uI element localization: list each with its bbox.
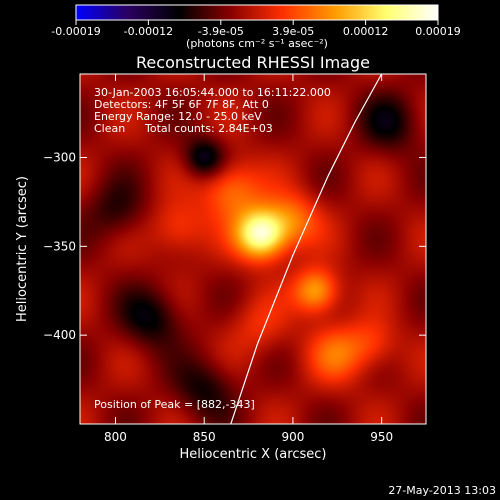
peak-position-annotation: Position of Peak = [882,-343] — [94, 398, 255, 411]
colorbar-tick-label: 0.00012 — [343, 25, 389, 38]
x-tick-label: 850 — [193, 430, 216, 444]
clean-annotation: Clean — [94, 122, 125, 135]
heatmap — [80, 74, 426, 424]
y-tick-label: −400 — [43, 328, 76, 342]
colorbar-unit-label: (photons cm⁻² s⁻¹ asec⁻²) — [186, 37, 328, 50]
x-tick-label: 900 — [281, 430, 304, 444]
solar-limb-line — [230, 74, 383, 424]
y-axis-label: Heliocentric Y (arcsec) — [15, 176, 30, 322]
colorbar — [75, 4, 439, 21]
total-counts-annotation: Total counts: 2.84E+03 — [144, 122, 273, 135]
time-range-annotation: 30-Jan-2003 16:05:44.000 to 16:11:22.000 — [94, 86, 331, 99]
detectors-annotation: Detectors: 4F 5F 6F 7F 8F, Att 0 — [94, 98, 269, 111]
colorbar-tick-label: -3.9e-05 — [198, 25, 244, 38]
x-axis-label: Heliocentric X (arcsec) — [180, 447, 327, 462]
colorbar-tick-label: -0.00012 — [124, 25, 173, 38]
heatmap-image — [80, 74, 426, 424]
y-tick-label: −300 — [43, 151, 76, 165]
x-tick-label: 950 — [370, 430, 393, 444]
x-tick-label: 800 — [104, 430, 127, 444]
energy-range-annotation: Energy Range: 12.0 - 25.0 keV — [94, 110, 262, 123]
chart-title: Reconstructed RHESSI Image — [136, 53, 370, 72]
colorbar-tick-label: -0.00019 — [51, 25, 100, 38]
axis-ticks: 800 850 900 950 −300 −350 −400 — [43, 74, 426, 444]
footer-timestamp: 27-May-2013 13:03 — [388, 484, 496, 497]
plot-frame — [79, 73, 427, 425]
colorbar-ticks: -0.00019 -0.00012 -3.9e-05 3.9e-05 0.00012 0.… — [51, 20, 461, 38]
colorbar-tick-label: 0.00019 — [415, 25, 461, 38]
y-tick-label: −350 — [43, 239, 76, 253]
colorbar-tick-label: 3.9e-05 — [272, 25, 314, 38]
